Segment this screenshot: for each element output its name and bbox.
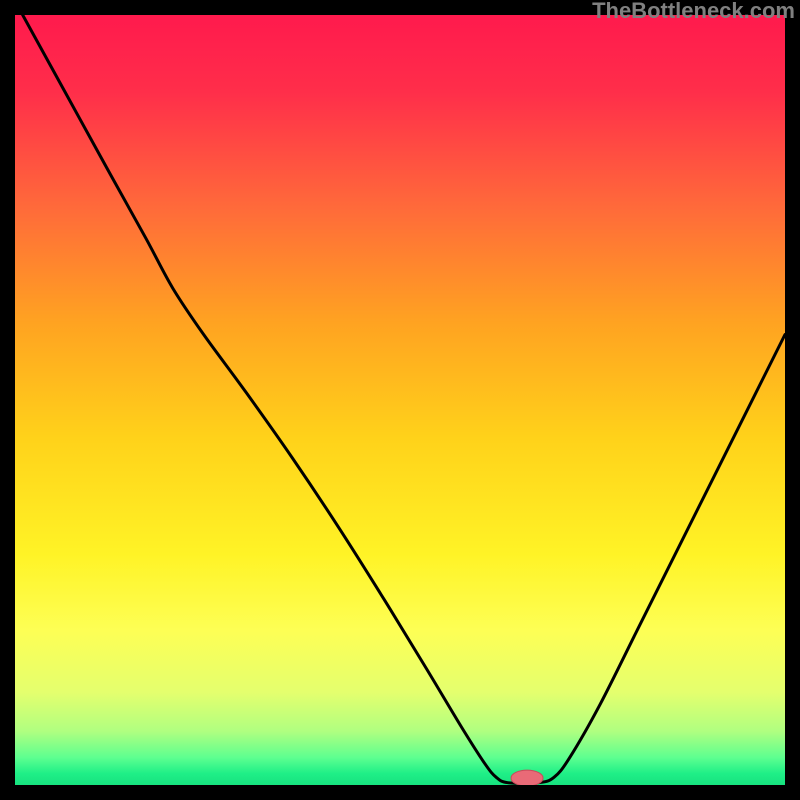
chart-container: TheBottleneck.com — [0, 0, 800, 800]
watermark-text: TheBottleneck.com — [592, 0, 795, 24]
gradient-background — [15, 15, 785, 785]
optimal-marker — [511, 770, 543, 785]
plot-area — [15, 15, 785, 785]
